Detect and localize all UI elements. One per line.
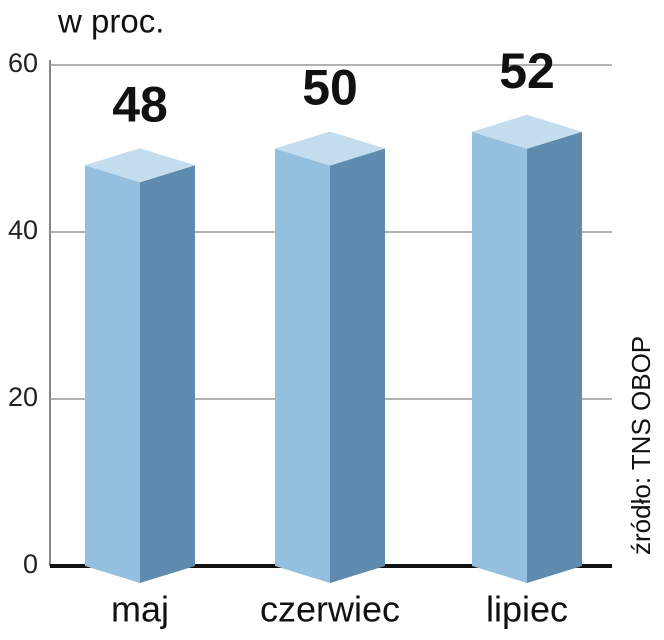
bar-side xyxy=(330,148,385,583)
chart-title: w proc. xyxy=(57,3,164,40)
source: źródło: TNS OBOP xyxy=(626,336,656,555)
bar-top xyxy=(275,131,385,166)
value-label: 52 xyxy=(499,43,555,99)
y-tick-label: 60 xyxy=(8,48,38,78)
bar-side xyxy=(527,131,582,584)
x-tick-label: lipiec xyxy=(486,589,568,630)
bar-top xyxy=(472,114,582,149)
bar-side xyxy=(140,165,195,583)
y-tick-label: 0 xyxy=(23,549,38,579)
x-tick-label: maj xyxy=(111,589,169,630)
bar-front xyxy=(472,131,527,584)
x-tick-label: czerwiec xyxy=(260,589,400,630)
bar-front xyxy=(85,165,140,583)
value-label: 50 xyxy=(302,60,358,116)
y-tick-label: 20 xyxy=(8,382,38,412)
bar-top xyxy=(85,148,195,183)
y-tick-label: 40 xyxy=(8,215,38,245)
value-label: 48 xyxy=(112,76,168,132)
bar-front xyxy=(275,148,330,583)
